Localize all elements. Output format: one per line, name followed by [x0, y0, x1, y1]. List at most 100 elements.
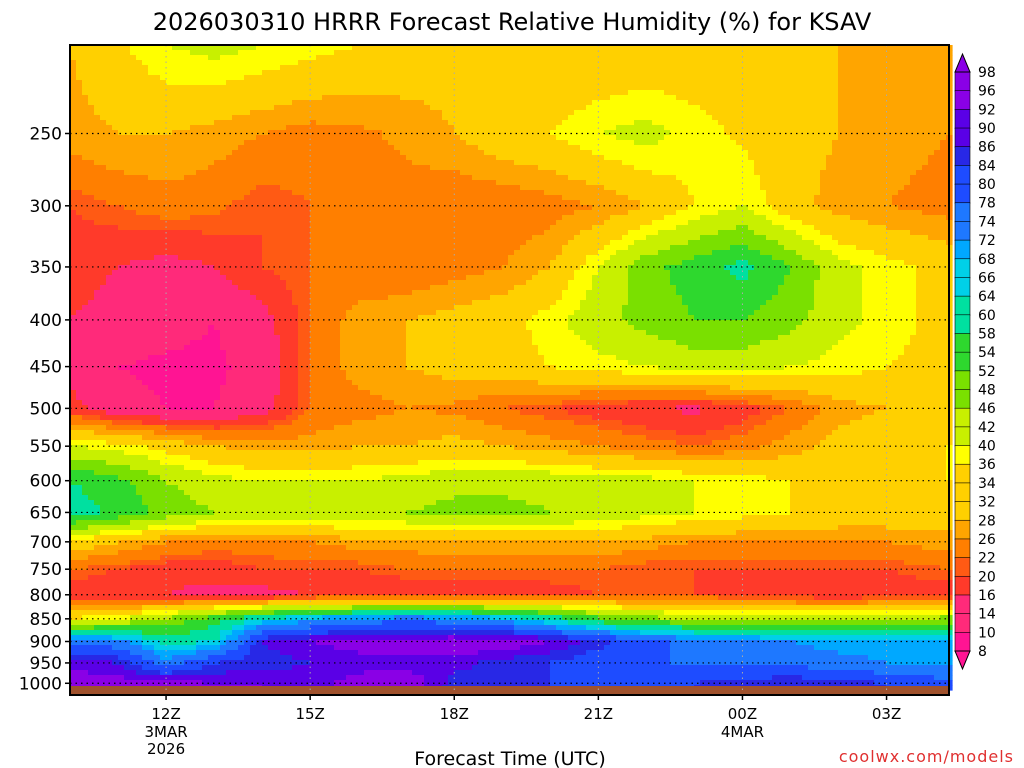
heatmap-cell	[826, 200, 833, 206]
heatmap-cell	[754, 145, 761, 151]
heatmap-cell	[250, 85, 257, 91]
heatmap-cell	[736, 45, 743, 51]
heatmap-cell	[370, 125, 377, 131]
heatmap-cell	[580, 165, 587, 171]
heatmap-cell	[184, 105, 191, 111]
heatmap-cell	[142, 70, 149, 76]
heatmap-cell	[184, 210, 191, 216]
heatmap-cell	[928, 180, 935, 186]
heatmap-cell	[760, 180, 767, 186]
heatmap-cell	[790, 175, 797, 181]
heatmap-cell	[802, 160, 809, 166]
heatmap-cell	[886, 55, 893, 61]
heatmap-cell	[466, 120, 473, 126]
heatmap-cell	[904, 120, 911, 126]
heatmap-cell	[706, 105, 713, 111]
heatmap-cell	[688, 60, 695, 66]
heatmap-cell	[658, 125, 665, 131]
heatmap-cell	[472, 130, 479, 136]
heatmap-cell	[394, 205, 401, 211]
heatmap-cell	[238, 50, 245, 56]
heatmap-cell	[868, 80, 875, 86]
heatmap-cell	[196, 60, 203, 66]
heatmap-cell	[754, 150, 761, 156]
heatmap-cell	[634, 190, 641, 196]
heatmap-cell	[844, 175, 851, 181]
heatmap-cell	[622, 165, 629, 171]
heatmap-cell	[910, 60, 917, 66]
heatmap-cell	[202, 65, 209, 71]
heatmap-cell	[706, 130, 713, 136]
heatmap-cell	[682, 75, 689, 81]
heatmap-cell	[718, 140, 725, 146]
heatmap-cell	[922, 140, 929, 146]
heatmap-cell	[196, 200, 203, 206]
heatmap-cell	[382, 85, 389, 91]
heatmap-cell	[790, 120, 797, 126]
heatmap-cell	[508, 205, 515, 211]
heatmap-cell	[730, 80, 737, 86]
heatmap-cell	[382, 165, 389, 171]
heatmap-cell	[544, 85, 551, 91]
heatmap-cell	[586, 160, 593, 166]
heatmap-cell	[706, 60, 713, 66]
heatmap-cell	[214, 185, 221, 191]
heatmap-cell	[634, 110, 641, 116]
heatmap-cell	[136, 165, 143, 171]
heatmap-cell	[394, 210, 401, 216]
heatmap-cell	[904, 125, 911, 131]
heatmap-cell	[148, 155, 155, 161]
heatmap-cell	[604, 85, 611, 91]
heatmap-cell	[328, 170, 335, 176]
heatmap-cell	[154, 90, 161, 96]
heatmap-cell	[934, 120, 941, 126]
heatmap-cell	[790, 145, 797, 151]
heatmap-cell	[262, 115, 269, 121]
heatmap-cell	[148, 95, 155, 101]
heatmap-cell	[622, 70, 629, 76]
heatmap-cell	[814, 155, 821, 161]
heatmap-cell	[304, 125, 311, 131]
heatmap-cell	[202, 140, 209, 146]
heatmap-cell	[310, 175, 317, 181]
heatmap-cell	[88, 110, 95, 116]
heatmap-cell	[628, 105, 635, 111]
heatmap-cell	[838, 130, 845, 136]
heatmap-cell	[718, 60, 725, 66]
heatmap-cell	[160, 100, 167, 106]
heatmap-cell	[748, 95, 755, 101]
heatmap-cell	[664, 145, 671, 151]
heatmap-cell	[928, 190, 935, 196]
heatmap-cell	[838, 120, 845, 126]
heatmap-cell	[712, 120, 719, 126]
heatmap-cell	[280, 105, 287, 111]
heatmap-cell	[460, 170, 467, 176]
heatmap-cell	[184, 165, 191, 171]
heatmap-cell	[124, 125, 131, 131]
heatmap-cell	[580, 170, 587, 176]
heatmap-cell	[592, 60, 599, 66]
heatmap-cell	[124, 180, 131, 186]
heatmap-cell	[100, 120, 107, 126]
heatmap-cell	[640, 50, 647, 56]
heatmap-cell	[628, 85, 635, 91]
heatmap-cell	[586, 110, 593, 116]
heatmap-cell	[220, 180, 227, 186]
heatmap-cell	[508, 130, 515, 136]
heatmap-cell	[928, 50, 935, 56]
heatmap-cell	[574, 120, 581, 126]
heatmap-cell	[472, 170, 479, 176]
heatmap-cell	[706, 165, 713, 171]
heatmap-cell	[574, 155, 581, 161]
heatmap-cell	[376, 160, 383, 166]
heatmap-cell	[886, 160, 893, 166]
heatmap-cell	[550, 140, 557, 146]
heatmap-cell	[544, 200, 551, 206]
heatmap-cell	[574, 100, 581, 106]
heatmap-cell	[562, 185, 569, 191]
heatmap-cell	[226, 175, 233, 181]
heatmap-cell	[274, 145, 281, 151]
heatmap-cell	[934, 150, 941, 156]
heatmap-cell	[898, 105, 905, 111]
heatmap-cell	[232, 205, 239, 211]
